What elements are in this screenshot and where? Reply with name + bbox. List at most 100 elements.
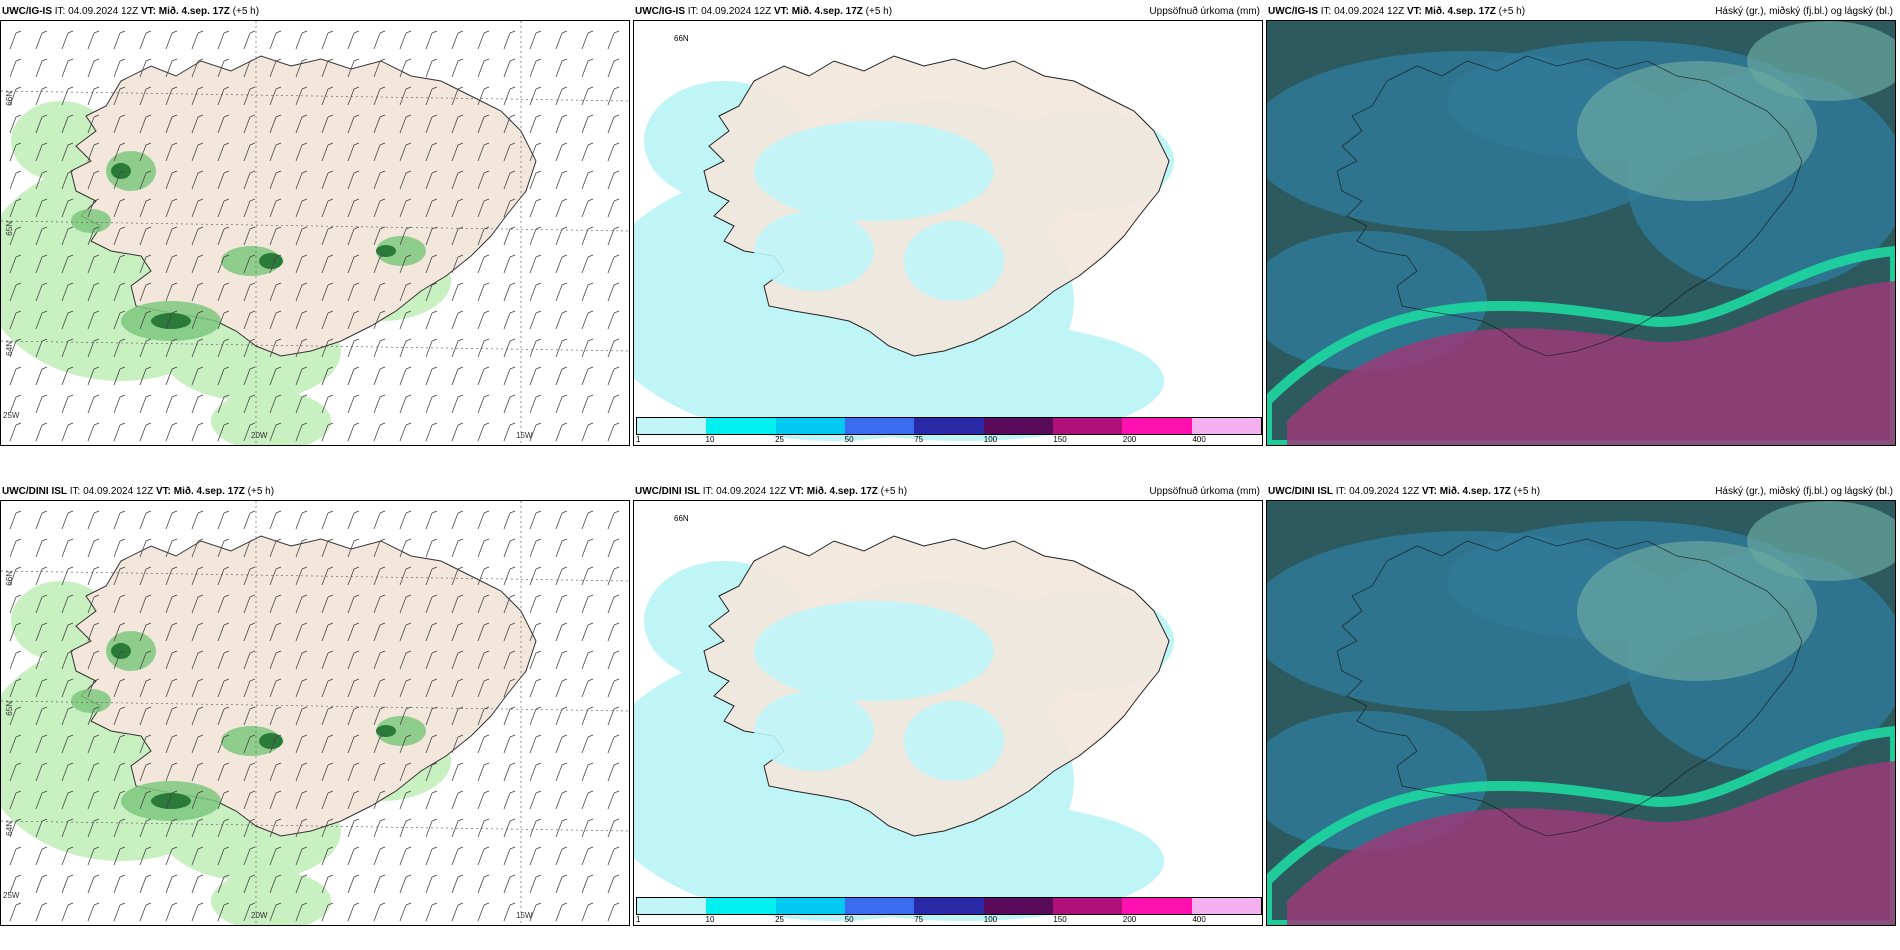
wind-barb [165, 706, 178, 726]
wind-barb [87, 114, 100, 134]
wind-barb [347, 510, 360, 530]
wind-barb [451, 226, 464, 246]
wind-barb [555, 86, 568, 106]
wind-barb [477, 338, 490, 358]
wind-barb [399, 366, 412, 386]
wind-barb [269, 846, 282, 866]
wind-barb [295, 310, 308, 330]
wind-barb [243, 114, 256, 134]
colorbar-segment [844, 418, 915, 434]
wind-barb [61, 366, 74, 386]
wind-barb [35, 198, 48, 218]
wind-barb [347, 170, 360, 190]
wind-barb [347, 874, 360, 894]
wind-barb [347, 394, 360, 414]
wind-barb [347, 30, 360, 50]
wind-barb [35, 114, 48, 134]
wind-barb [35, 282, 48, 302]
it-label: IT: [687, 6, 699, 17]
wind-barb [139, 622, 152, 642]
wind-barb [269, 30, 282, 50]
wind-barb [399, 226, 412, 246]
wind-barb [425, 790, 438, 810]
wind-barb [35, 594, 48, 614]
map-svg [1, 21, 629, 445]
wind-barb [347, 818, 360, 838]
wind-barb [503, 142, 516, 162]
wind-barb [581, 846, 594, 866]
colorbar [636, 897, 1262, 915]
wind-barb [477, 170, 490, 190]
wind-barb [321, 650, 334, 670]
colorbar-segment [775, 418, 845, 434]
wind-barb [165, 394, 178, 414]
wind-barb [321, 86, 334, 106]
wind-barb [581, 734, 594, 754]
wind-barb [9, 310, 22, 330]
wind-barb [61, 706, 74, 726]
wind-barb [321, 254, 334, 274]
wind-barb [191, 366, 204, 386]
wind-barb [295, 198, 308, 218]
wind-barb [191, 846, 204, 866]
wind-barb [503, 678, 516, 698]
wind-barb [87, 762, 100, 782]
wind-barb [139, 282, 152, 302]
wind-barb [477, 566, 490, 586]
colorbar-tick-label: 25 [775, 915, 785, 924]
wind-barb [503, 790, 516, 810]
precip-accum-area [754, 691, 874, 771]
wind-barb [295, 818, 308, 838]
wind-barb [503, 510, 516, 530]
panel-header: UWC/IG-IS IT: 04.09.2024 12Z VT: Mið. 4.… [0, 0, 630, 36]
wind-barb [87, 198, 100, 218]
wind-barb [191, 790, 204, 810]
wind-barb [139, 678, 152, 698]
wind-barb [425, 114, 438, 134]
wind-barb [61, 874, 74, 894]
wind-barb [217, 226, 230, 246]
wind-barb [243, 874, 256, 894]
wind-barb [581, 790, 594, 810]
wind-barb [217, 762, 230, 782]
wind-barb [425, 198, 438, 218]
wind-barb [191, 650, 204, 670]
map-svg [1267, 21, 1895, 445]
wind-barb [9, 874, 22, 894]
wind-barb [581, 310, 594, 330]
wind-barb [295, 510, 308, 530]
wind-barb [399, 874, 412, 894]
wind-barb [35, 338, 48, 358]
wind-barb [607, 790, 620, 810]
wind-barb [425, 846, 438, 866]
axis-label-lat-65: 65N [5, 221, 14, 236]
wind-barb [373, 422, 386, 442]
wind-barb [295, 678, 308, 698]
wind-barb [347, 734, 360, 754]
wind-barb [9, 58, 22, 78]
wind-barb [217, 622, 230, 642]
wind-barb [139, 650, 152, 670]
low-cloud-edge [1267, 245, 1895, 445]
wind-barb [373, 338, 386, 358]
wind-barb [35, 170, 48, 190]
wind-barb [555, 510, 568, 530]
wind-barb [295, 58, 308, 78]
wind-barb [399, 142, 412, 162]
wind-barb [35, 790, 48, 810]
product-title: Háský (gr.), miðský (fj.bl.) og lágský (… [1715, 486, 1893, 497]
wind-barb [373, 734, 386, 754]
wind-barb [217, 30, 230, 50]
wind-barb [191, 706, 204, 726]
wind-barb [113, 790, 126, 810]
wind-barb [321, 114, 334, 134]
wind-barb [113, 198, 126, 218]
precip-area-mid [376, 716, 426, 746]
wind-barb [477, 58, 490, 78]
precip-area-light [211, 871, 331, 925]
wind-barb [243, 510, 256, 530]
wind-barb [87, 650, 100, 670]
map-area: 66N 65N 64N 25W 20W 15W [0, 20, 630, 446]
wind-barb [191, 422, 204, 442]
wind-barb [503, 734, 516, 754]
